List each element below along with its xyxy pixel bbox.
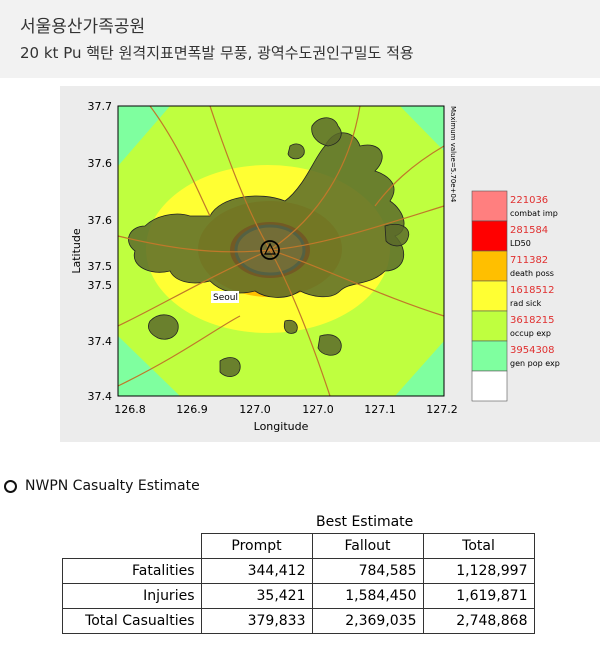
- road-northeast: [269, 105, 361, 251]
- legend-swatch: [471, 310, 508, 342]
- column-header: Total: [422, 533, 535, 559]
- y-tick: 37.7: [88, 100, 113, 113]
- urban-north-small: [287, 143, 305, 160]
- legend-value: 221036: [510, 195, 548, 206]
- roads: [117, 105, 445, 397]
- header-blank-cell: [62, 533, 202, 559]
- table-cell: 784,585: [311, 558, 424, 584]
- legend-label: occup exp: [510, 329, 551, 338]
- y-tick: 37.4: [88, 390, 113, 403]
- road-northwest: [149, 105, 211, 217]
- seoul-label: Seoul: [213, 293, 238, 303]
- table-cell: 1,584,450: [311, 583, 424, 609]
- page-subtitle: 20 kt Pu 핵탄 원격지표면폭발 무풍, 광역수도권인구밀도 적용: [20, 44, 414, 62]
- casualty-map-chart: Seoul 37.7 37.6 37.6 37.5 37.5 37.4 37.4…: [60, 86, 600, 442]
- table-cell: 1,619,871: [422, 583, 535, 609]
- max-value-note: Maximum value=5.70e+04: [449, 106, 457, 203]
- legend-swatch: [471, 250, 508, 282]
- table-row: Injuries 35,421 1,584,450 1,619,871: [62, 583, 535, 609]
- road-east: [374, 145, 445, 207]
- x-tick: 127.2: [426, 403, 458, 416]
- x-ticks: 126.8 126.9 127.0 127.0 127.1 127.2: [114, 403, 458, 416]
- circle-bullet-icon: [4, 479, 17, 493]
- table-cell: 379,833: [200, 608, 313, 634]
- row-label: Fatalities: [62, 558, 202, 584]
- page-header: 서울용산가족공원 20 kt Pu 핵탄 원격지표면폭발 무풍, 광역수도권인구…: [0, 0, 600, 78]
- section-heading-text: NWPN Casualty Estimate: [25, 478, 200, 494]
- table-cell: 35,421: [200, 583, 313, 609]
- legend: 221036 combat imp 281584 LD50 711382 death po…: [471, 190, 560, 402]
- legend-swatch: [471, 370, 508, 402]
- x-tick: 127.0: [302, 403, 334, 416]
- ground-zero-ring: [260, 240, 280, 260]
- y-tick: 37.6: [88, 157, 113, 170]
- y-tick: 37.4: [88, 335, 113, 348]
- table-cell: 344,412: [200, 558, 313, 584]
- plot-frame: [117, 105, 445, 397]
- gen-pop-corner-tl: [118, 106, 170, 166]
- row-label: Total Casualties: [62, 608, 202, 634]
- urban-south: [219, 357, 241, 377]
- gen-pop-corner-br: [395, 341, 444, 396]
- legend-label: rad sick: [510, 299, 542, 308]
- x-tick: 126.8: [114, 403, 146, 416]
- best-estimate-label: Best Estimate: [316, 514, 414, 530]
- urban-areas: [128, 117, 410, 377]
- y-tick: 37.5: [88, 279, 113, 292]
- legend-label: LD50: [510, 239, 531, 248]
- x-tick: 127.1: [364, 403, 396, 416]
- table-cell: 2,748,868: [422, 608, 535, 634]
- section-heading: NWPN Casualty Estimate: [4, 478, 200, 494]
- legend-swatch: [471, 280, 508, 312]
- road-southwest: [117, 249, 271, 327]
- legend-value: 3954308: [510, 345, 555, 356]
- y-ticks: 37.7 37.6 37.6 37.5 37.5 37.4 37.4: [88, 100, 113, 403]
- legend-swatch: [471, 190, 508, 222]
- table-cell: 1,128,997: [422, 558, 535, 584]
- column-header: Fallout: [311, 533, 424, 559]
- x-tick: 126.9: [176, 403, 208, 416]
- ground-zero-marker: [264, 242, 276, 255]
- legend-swatch: [471, 220, 508, 252]
- map-svg: Seoul 37.7 37.6 37.6 37.5 37.5 37.4 37.4…: [60, 86, 600, 442]
- x-axis-label: Longitude: [254, 420, 309, 433]
- table-cell: 2,369,035: [311, 608, 424, 634]
- column-header: Prompt: [200, 533, 313, 559]
- urban-southwest: [148, 314, 179, 340]
- page-title: 서울용산가족공원: [20, 17, 146, 37]
- urban-southeast: [317, 334, 342, 356]
- table-row: Fatalities 344,412 784,585 1,128,997: [62, 558, 535, 584]
- gen-pop-corner-bl: [118, 336, 180, 396]
- x-tick: 127.0: [239, 403, 271, 416]
- legend-value: 3618215: [510, 315, 555, 326]
- legend-label: gen pop exp: [510, 359, 560, 368]
- legend-label: combat imp: [510, 209, 558, 218]
- legend-value: 711382: [510, 255, 548, 266]
- table-header-row: Prompt Fallout Total: [62, 533, 535, 559]
- plot-area: Seoul: [117, 105, 445, 397]
- seoul-label-box: [211, 291, 239, 303]
- legend-label: death poss: [510, 269, 554, 278]
- road-south-west: [117, 315, 241, 387]
- urban-north: [311, 117, 342, 147]
- row-label: Injuries: [62, 583, 202, 609]
- legend-value: 1618512: [510, 285, 555, 296]
- gen-pop-corner-tr: [400, 106, 444, 151]
- legend-value: 281584: [510, 225, 548, 236]
- casualty-table: Prompt Fallout Total Fatalities 344,412 …: [62, 533, 535, 634]
- legend-swatch: [471, 340, 508, 372]
- road-southeast: [269, 249, 445, 317]
- urban-south-small: [283, 319, 298, 334]
- table-row: Total Casualties 379,833 2,369,035 2,748…: [62, 608, 535, 634]
- urban-east: [384, 223, 410, 247]
- y-axis-label: Latitude: [70, 228, 83, 274]
- y-tick: 37.6: [88, 214, 113, 227]
- y-tick: 37.5: [88, 260, 113, 273]
